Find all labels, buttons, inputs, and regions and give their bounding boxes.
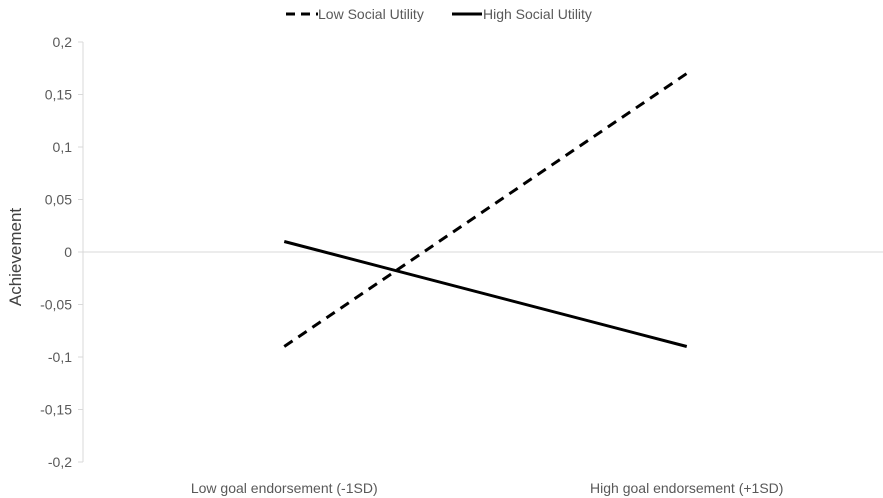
legend-label-low-social-utility: Low Social Utility bbox=[318, 6, 424, 22]
legend: Low Social Utility High Social Utility bbox=[286, 6, 592, 22]
x-category-label: Low goal endorsement (-1SD) bbox=[191, 480, 378, 496]
series-lines bbox=[283, 72, 688, 348]
series-line-high-social-utility bbox=[283, 240, 688, 348]
x-axis: Low goal endorsement (-1SD) High goal end… bbox=[83, 251, 883, 496]
y-axis: 0,2 0,15 0,1 0,05 0 -0,05 -0,1 -0,15 -0,2 bbox=[40, 34, 84, 470]
y-axis-title: Achievement bbox=[6, 208, 25, 307]
y-tick-label: -0,1 bbox=[48, 349, 72, 365]
y-tick-label: 0,2 bbox=[53, 34, 73, 50]
y-tick-label: -0,15 bbox=[40, 402, 72, 418]
x-category-label: High goal endorsement (+1SD) bbox=[590, 480, 783, 496]
y-tick-label: -0,2 bbox=[48, 454, 72, 470]
y-tick-label: 0,1 bbox=[53, 139, 73, 155]
y-tick-label: 0,05 bbox=[45, 192, 72, 208]
y-tick-label: -0,05 bbox=[40, 297, 72, 313]
legend-label-high-social-utility: High Social Utility bbox=[483, 6, 592, 22]
y-tick-label: 0,15 bbox=[45, 87, 72, 103]
y-tick-label: 0 bbox=[64, 244, 72, 260]
series-line-low-social-utility bbox=[283, 72, 688, 348]
